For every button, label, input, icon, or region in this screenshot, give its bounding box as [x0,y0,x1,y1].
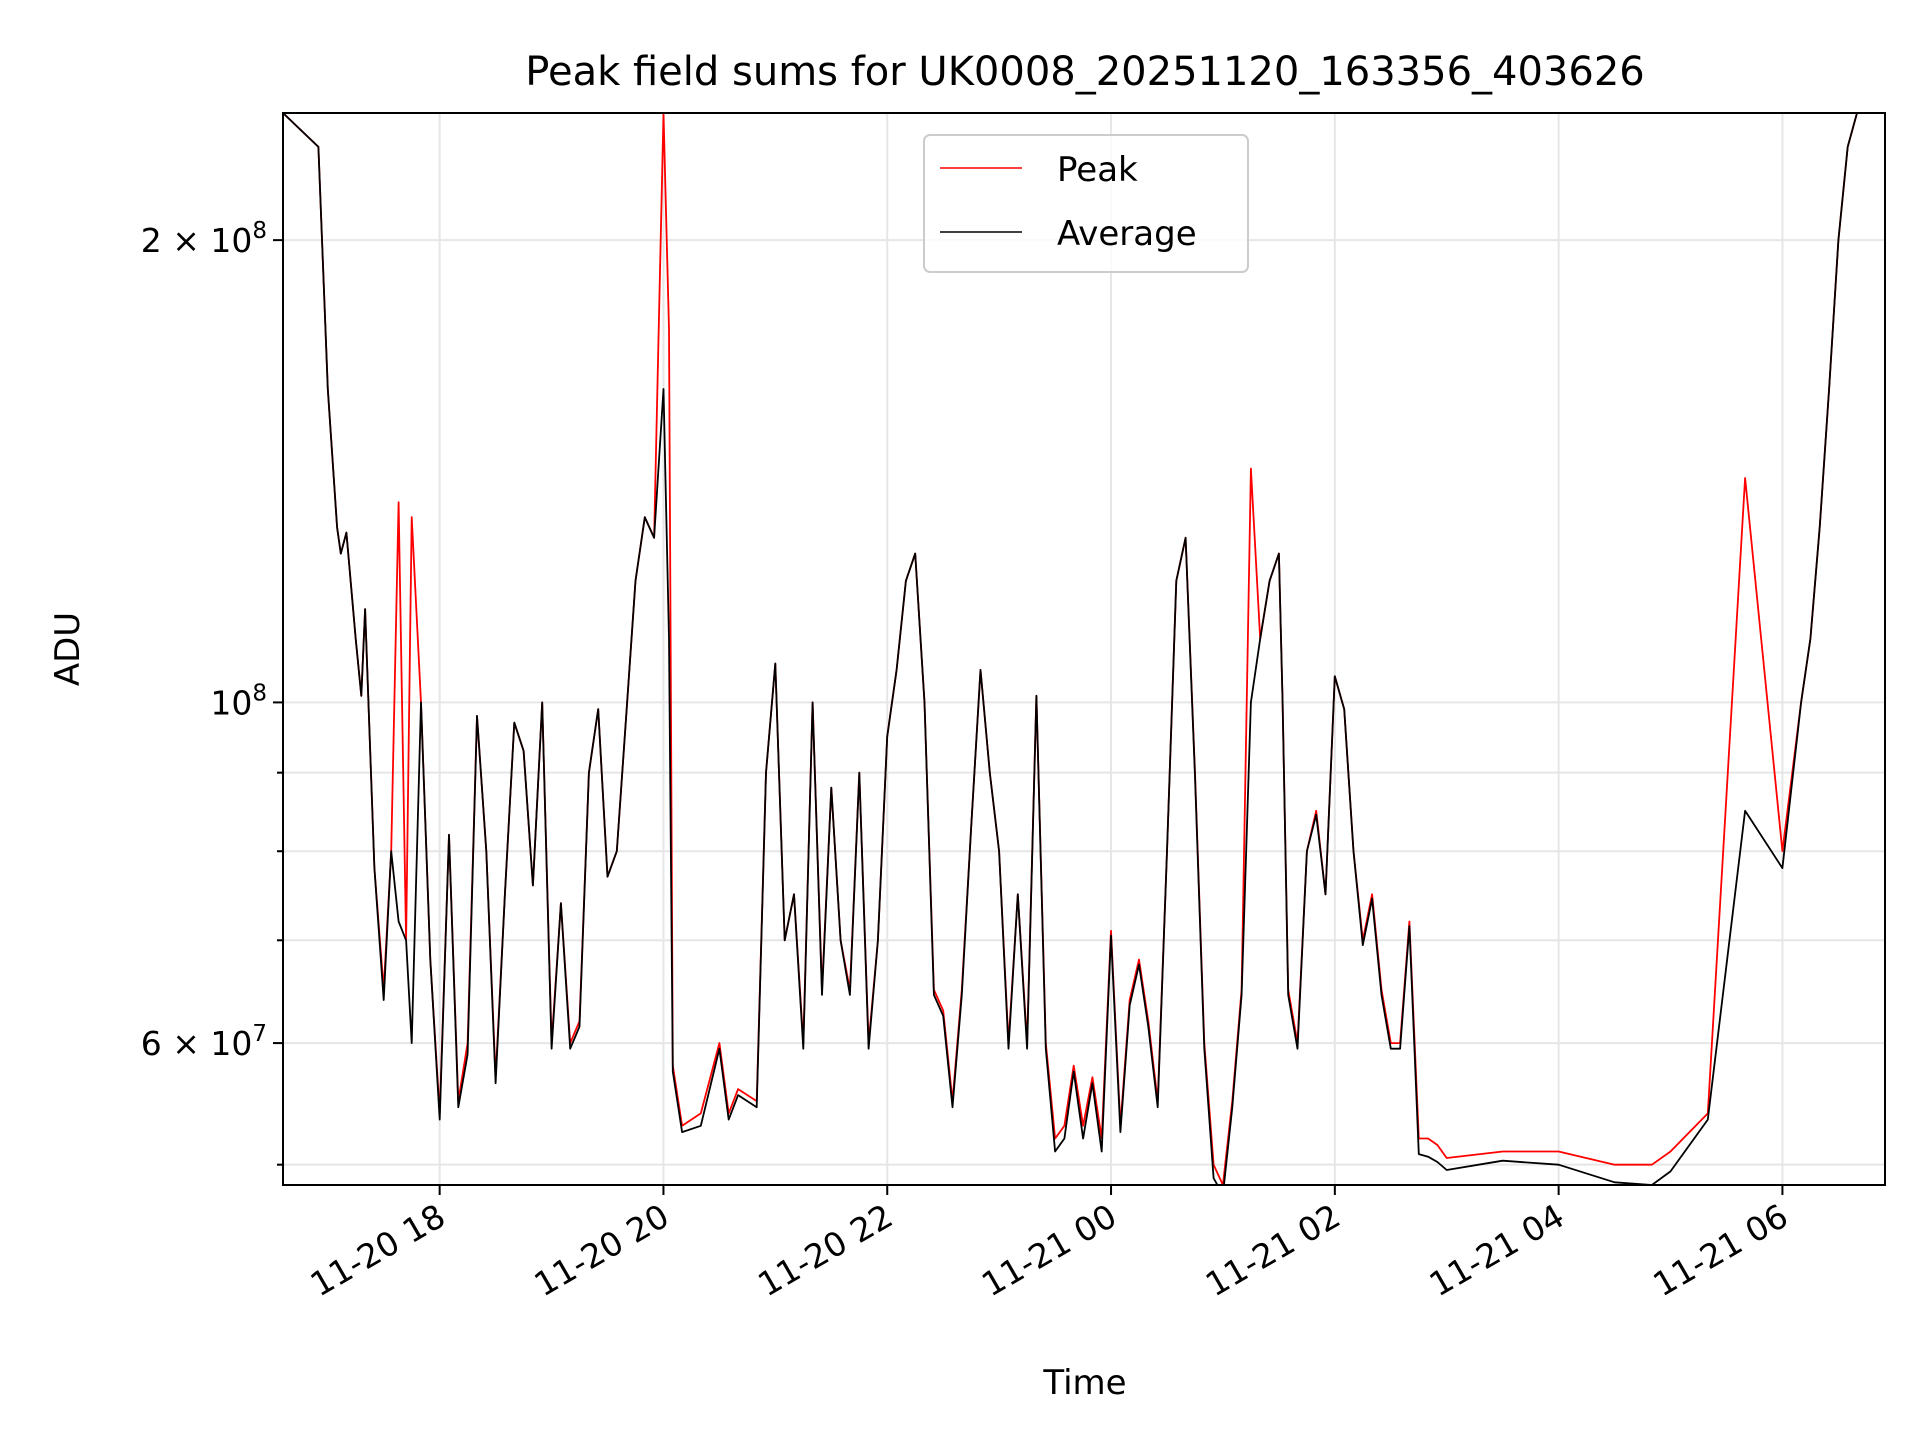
legend-label-peak: Peak [1057,150,1138,190]
y-tick-label: 6 × 107 [141,1021,267,1063]
legend-label-average: Average [1057,214,1197,254]
plot-lines [283,113,1858,1185]
y-axis-ticks: 2 × 108 108 6 × 107 [141,218,283,1166]
grid [283,113,1885,1185]
y-axis-label: ADU [48,612,88,686]
y-tick-label: 108 [210,680,267,722]
legend-box [923,134,1249,273]
legend: Peak Average [923,134,1249,273]
chart-title: Peak field sums for UK0008_20251120_1633… [525,49,1644,95]
y-tick-label: 2 × 108 [141,218,267,260]
x-axis-label: Time [1042,1363,1126,1403]
plot-frame [282,112,1886,1186]
series-line-average [283,113,1858,1185]
